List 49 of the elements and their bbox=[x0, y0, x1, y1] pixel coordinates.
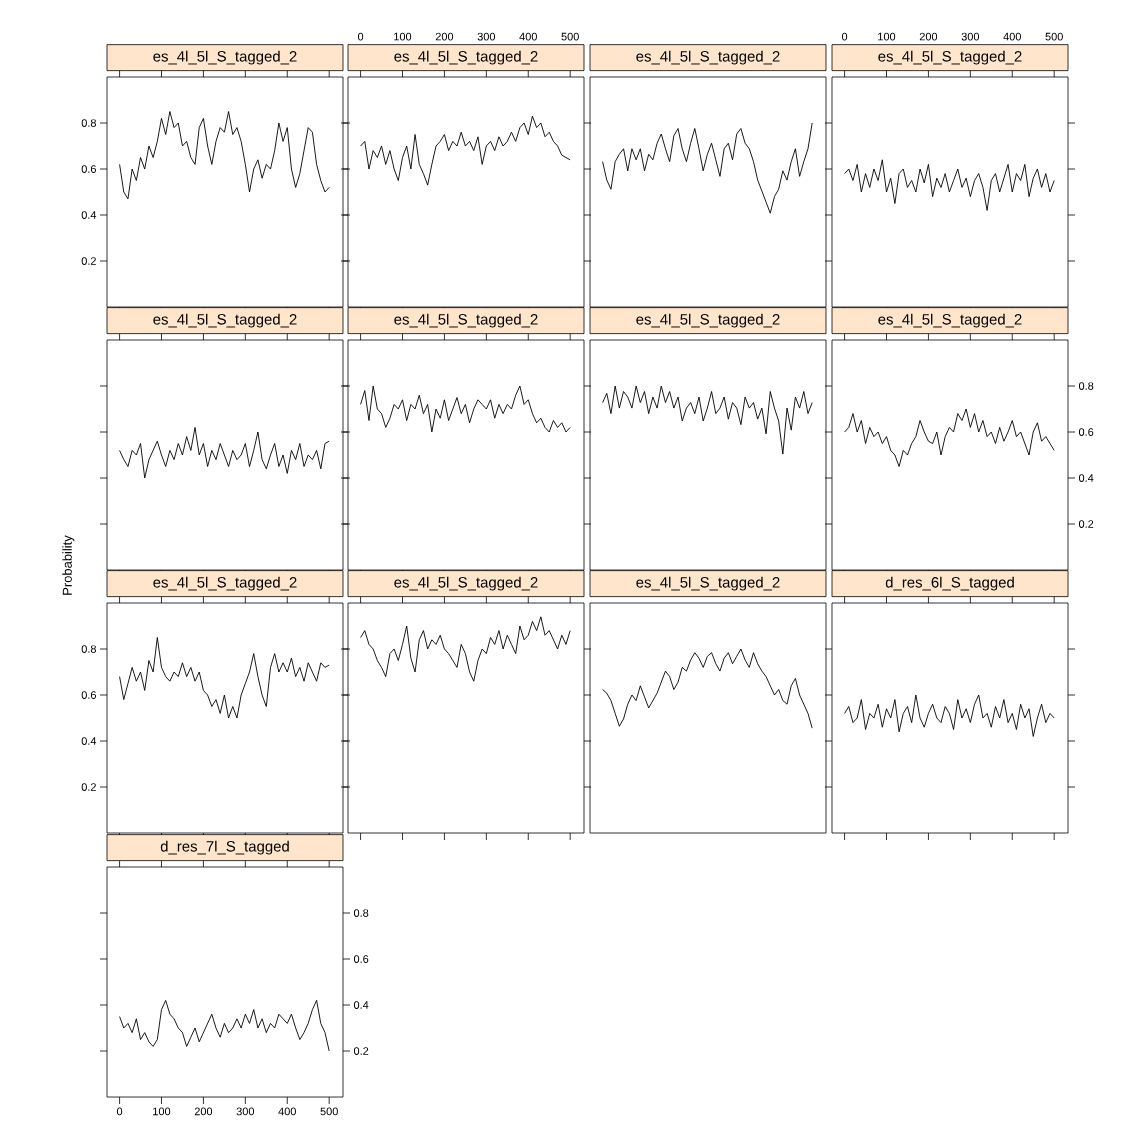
chart-title: es_4l_5l_S_tagged_2 bbox=[394, 313, 538, 328]
y-tick-label: 0.8 bbox=[81, 645, 96, 653]
x-tick-label: 300 bbox=[961, 32, 980, 41]
x-tick-label: 200 bbox=[919, 32, 938, 41]
x-tick-label: 500 bbox=[1045, 32, 1063, 41]
chart-title: es_4l_5l_S_tagged_2 bbox=[153, 313, 297, 328]
chart-title: es_4l_5l_S_tagged_2 bbox=[636, 576, 780, 591]
y-tick-label: 0.8 bbox=[353, 909, 369, 917]
line-series bbox=[119, 637, 330, 719]
y-tick-label: 0.6 bbox=[1078, 428, 1094, 436]
chart-title: d_res_7l_S_tagged bbox=[160, 840, 289, 855]
x-tick-label: 400 bbox=[278, 1107, 296, 1116]
y-tick-label: 0.8 bbox=[1078, 382, 1094, 390]
x-tick-label: 500 bbox=[320, 1107, 338, 1116]
x-tick-label: 400 bbox=[519, 32, 537, 41]
y-tick-label: 0.6 bbox=[81, 691, 96, 699]
x-tick-label: 100 bbox=[878, 32, 896, 41]
x-tick-label: 200 bbox=[194, 1107, 213, 1116]
x-tick-label: 0 bbox=[841, 32, 848, 41]
y-tick-label: 0.6 bbox=[353, 955, 369, 963]
x-tick-label: 300 bbox=[236, 1107, 255, 1116]
y-tick-label: 0.4 bbox=[353, 1001, 369, 1009]
x-tick-label: 400 bbox=[1003, 32, 1021, 41]
x-tick-label: 300 bbox=[477, 32, 496, 41]
chart-title: es_4l_5l_S_tagged_2 bbox=[153, 576, 297, 591]
y-tick-label: 0.2 bbox=[81, 257, 96, 265]
x-tick-label: 200 bbox=[435, 32, 454, 41]
x-tick-label: 500 bbox=[561, 32, 579, 41]
y-tick-label: 0.4 bbox=[81, 211, 97, 219]
chart-title: es_4l_5l_S_tagged_2 bbox=[153, 50, 297, 65]
x-tick-label: 0 bbox=[116, 1107, 123, 1116]
chart-title: d_res_6l_S_tagged bbox=[885, 576, 1014, 591]
y-tick-label: 0.4 bbox=[1078, 474, 1094, 482]
chart-title: es_4l_5l_S_tagged_2 bbox=[636, 313, 780, 328]
y-axis-title: Probability bbox=[62, 535, 75, 595]
y-tick-label: 0.2 bbox=[81, 783, 96, 791]
y-tick-label: 0.2 bbox=[1078, 520, 1094, 528]
y-tick-label: 0.8 bbox=[81, 119, 96, 127]
chart-title: es_4l_5l_S_tagged_2 bbox=[394, 576, 538, 591]
y-tick-label: 0.6 bbox=[81, 165, 96, 173]
chart-title: es_4l_5l_S_tagged_2 bbox=[636, 50, 780, 65]
x-tick-label: 100 bbox=[394, 32, 412, 41]
chart-title: es_4l_5l_S_tagged_2 bbox=[394, 50, 538, 65]
y-tick-label: 0.2 bbox=[353, 1047, 369, 1055]
x-tick-label: 0 bbox=[357, 32, 364, 41]
chart-title: es_4l_5l_S_tagged_2 bbox=[878, 50, 1022, 65]
x-tick-label: 100 bbox=[153, 1107, 171, 1116]
chart-title: es_4l_5l_S_tagged_2 bbox=[878, 313, 1022, 328]
y-tick-label: 0.4 bbox=[81, 737, 97, 745]
